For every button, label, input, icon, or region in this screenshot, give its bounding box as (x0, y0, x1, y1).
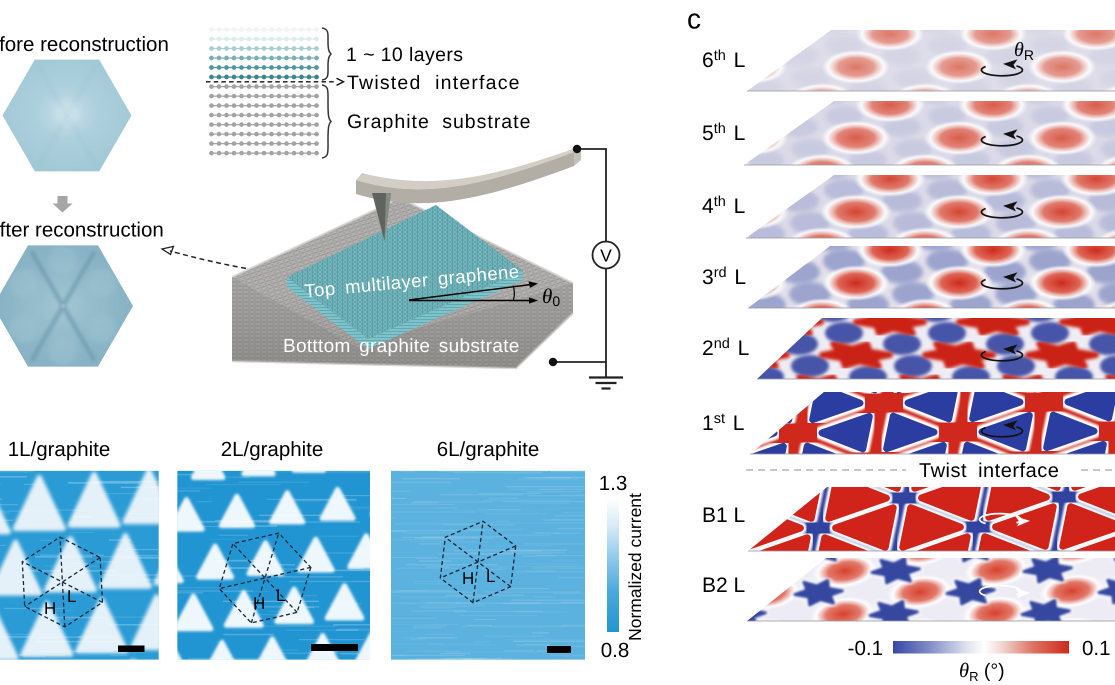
svg-text:B2 L: B2 L (702, 574, 745, 597)
svg-text:2L/graphite: 2L/graphite (221, 438, 324, 461)
svg-text:c: c (687, 4, 701, 35)
svg-text:1L/graphite: 1L/graphite (8, 438, 111, 461)
svg-text:θR: θR (1014, 39, 1034, 63)
svg-text:6L/graphite: 6L/graphite (437, 438, 540, 461)
svg-text:0.1: 0.1 (1082, 637, 1111, 660)
svg-text:4th L: 4th L (702, 194, 745, 218)
svg-text:H: H (253, 594, 265, 613)
svg-text:2nd L: 2nd L (702, 336, 749, 360)
svg-text:1st L: 1st L (702, 411, 744, 435)
svg-text:-0.1: -0.1 (848, 637, 883, 660)
svg-text:L: L (67, 587, 76, 606)
svg-text:H: H (44, 599, 56, 618)
svg-text:Graphite substrate: Graphite substrate (347, 111, 531, 133)
svg-text:Before reconstruction: Before reconstruction (0, 33, 169, 56)
svg-text:1 ~ 10 layers: 1 ~ 10 layers (346, 44, 463, 66)
svg-text:θ0: θ0 (542, 284, 560, 309)
svg-text:5th L: 5th L (702, 121, 745, 145)
svg-text:θR (°): θR (°) (959, 660, 1005, 684)
svg-text:H: H (462, 569, 474, 588)
svg-text:V: V (600, 246, 612, 266)
svg-text:L: L (486, 567, 495, 586)
svg-text:3rd L: 3rd L (702, 265, 746, 289)
svg-text:Normalized current: Normalized current (625, 493, 645, 641)
svg-text:Botttom graphite substrate: Botttom graphite substrate (283, 336, 520, 357)
svg-text:After reconstruction: After reconstruction (0, 219, 164, 242)
svg-text:L: L (276, 586, 285, 605)
svg-text:0.8: 0.8 (601, 639, 630, 662)
svg-text:B1 L: B1 L (702, 504, 745, 527)
svg-text:1.3: 1.3 (599, 472, 628, 495)
svg-text:Twist interface: Twist interface (919, 460, 1059, 482)
svg-text:6th L: 6th L (702, 48, 745, 72)
svg-text:Twisted interface: Twisted interface (347, 72, 521, 94)
